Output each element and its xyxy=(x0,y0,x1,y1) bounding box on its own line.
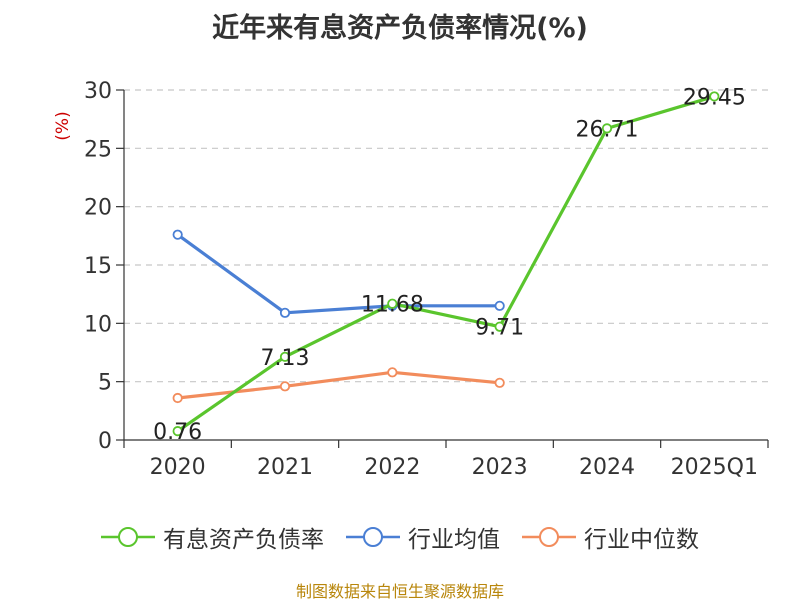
series-point-0 xyxy=(601,123,613,134)
chart-title: 近年来有息资产负债率情况(%) xyxy=(212,13,588,44)
legend-marker-icon xyxy=(101,527,155,547)
legend-label: 行业中位数 xyxy=(584,527,699,553)
series-point-2 xyxy=(172,392,183,404)
data-label: 26.71 xyxy=(576,117,639,142)
y-tick-label: 20 xyxy=(84,196,112,221)
legend-item: 行业均值 xyxy=(346,520,500,554)
y-axis-label: (%) xyxy=(53,111,73,140)
y-tick-label: 0 xyxy=(98,429,112,454)
series-point-0 xyxy=(279,351,291,362)
series-point-0 xyxy=(494,321,505,332)
grid-lines xyxy=(124,89,768,383)
y-tick-label: 15 xyxy=(84,254,112,279)
data-label: 0.76 xyxy=(153,420,202,445)
x-tick-label: 2022 xyxy=(364,455,420,480)
series-point-2 xyxy=(279,381,291,392)
series-point-0 xyxy=(172,426,183,437)
data-label: 7.13 xyxy=(261,346,310,371)
data-labels: 0.76 7.13 11.68 9.71 26.71 29.45 xyxy=(153,85,746,445)
series-point-0 xyxy=(709,91,720,102)
legend-marker-icon xyxy=(346,527,400,547)
y-tick-label: 25 xyxy=(84,137,112,162)
y-tick-label: 5 xyxy=(98,371,112,396)
series-line-0 xyxy=(176,94,715,433)
series-point-1 xyxy=(172,229,183,240)
x-tick-label: 2023 xyxy=(472,455,528,480)
legend: 有息资产负债率 行业均值 行业中位数 xyxy=(0,520,800,554)
source-note: 制图数据来自恒生聚源数据库 xyxy=(295,582,504,601)
series-point-2 xyxy=(494,377,505,388)
data-label: 29.45 xyxy=(683,85,746,110)
x-tick-label: 2021 xyxy=(257,455,313,480)
series-point-2 xyxy=(387,367,398,378)
data-label: 11.68 xyxy=(361,293,424,318)
x-tick-label: 2020 xyxy=(150,455,206,480)
series-line-2 xyxy=(177,370,500,400)
x-tick-label: 2025Q1 xyxy=(671,455,758,480)
axes: 0 5 10 15 20 25 30 2020 2021 2022 2023 2024 2025Q1 xyxy=(84,79,769,480)
series-point-0 xyxy=(387,298,398,309)
legend-marker-icon xyxy=(522,527,576,547)
x-tick-label: 2024 xyxy=(579,455,635,480)
series-point-1 xyxy=(494,300,505,311)
series-point-1 xyxy=(279,307,291,318)
series-line-1 xyxy=(176,233,500,315)
y-tick-label: 30 xyxy=(84,79,112,104)
legend-item: 有息资产负债率 xyxy=(101,520,324,554)
data-label: 9.71 xyxy=(475,316,524,341)
legend-label: 行业均值 xyxy=(408,527,500,553)
legend-item: 行业中位数 xyxy=(522,520,699,554)
y-tick-label: 10 xyxy=(84,312,112,337)
series-layer xyxy=(172,91,720,437)
legend-label: 有息资产负债率 xyxy=(163,527,324,553)
